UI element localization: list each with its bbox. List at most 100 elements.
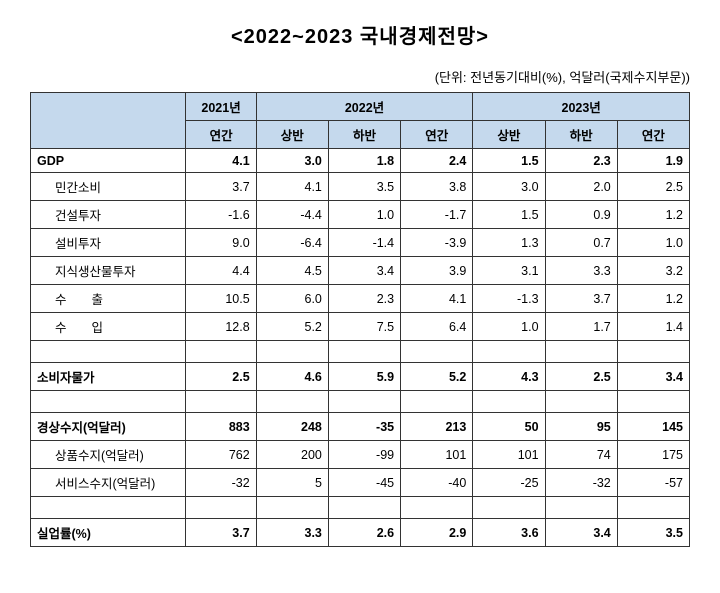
value-cell: 3.4 <box>617 363 689 391</box>
table-row: 건설투자-1.6-4.41.0-1.71.50.91.2 <box>31 201 690 229</box>
empty-cell <box>401 391 473 413</box>
row-label: 경상수지(억달러) <box>31 413 186 441</box>
value-cell: -1.3 <box>473 285 545 313</box>
value-cell: 1.5 <box>473 149 545 173</box>
empty-cell <box>401 497 473 519</box>
value-cell: 3.3 <box>545 257 617 285</box>
value-cell: 4.1 <box>186 149 256 173</box>
value-cell: 145 <box>617 413 689 441</box>
value-cell: 3.5 <box>617 519 689 547</box>
header-2022-annual: 연간 <box>401 121 473 149</box>
value-cell: -57 <box>617 469 689 497</box>
row-label: 소비자물가 <box>31 363 186 391</box>
value-cell: -32 <box>545 469 617 497</box>
header-2023-h2: 하반 <box>545 121 617 149</box>
value-cell: 3.3 <box>256 519 328 547</box>
empty-cell <box>473 341 545 363</box>
forecast-table: 2021년 2022년 2023년 연간 상반 하반 연간 상반 하반 연간 G… <box>30 92 690 547</box>
header-blank <box>31 93 186 149</box>
empty-cell <box>31 341 186 363</box>
row-label: 상품수지(억달러) <box>31 441 186 469</box>
value-cell: 6.0 <box>256 285 328 313</box>
value-cell: 3.5 <box>328 173 400 201</box>
value-cell: 12.8 <box>186 313 256 341</box>
value-cell: 2.3 <box>545 149 617 173</box>
value-cell: -35 <box>328 413 400 441</box>
value-cell: 3.6 <box>473 519 545 547</box>
value-cell: 1.0 <box>473 313 545 341</box>
value-cell: 1.5 <box>473 201 545 229</box>
empty-cell <box>186 497 256 519</box>
empty-cell <box>617 497 689 519</box>
empty-cell <box>401 341 473 363</box>
value-cell: 10.5 <box>186 285 256 313</box>
value-cell: 2.5 <box>186 363 256 391</box>
value-cell: 5.2 <box>256 313 328 341</box>
value-cell: 1.9 <box>617 149 689 173</box>
value-cell: 3.9 <box>401 257 473 285</box>
header-2021: 2021년 <box>186 93 256 121</box>
value-cell: 1.2 <box>617 201 689 229</box>
header-2022-h2: 하반 <box>328 121 400 149</box>
value-cell: 74 <box>545 441 617 469</box>
value-cell: -1.7 <box>401 201 473 229</box>
empty-cell <box>256 341 328 363</box>
header-2022-h1: 상반 <box>256 121 328 149</box>
empty-cell <box>545 391 617 413</box>
value-cell: 1.3 <box>473 229 545 257</box>
value-cell: -99 <box>328 441 400 469</box>
header-2023-annual: 연간 <box>617 121 689 149</box>
header-2023-h1: 상반 <box>473 121 545 149</box>
value-cell: 101 <box>473 441 545 469</box>
table-row: 서비스수지(억달러)-325-45-40-25-32-57 <box>31 469 690 497</box>
row-label: 민간소비 <box>31 173 186 201</box>
value-cell: 4.5 <box>256 257 328 285</box>
unit-note: (단위: 전년동기대비(%), 억달러(국제수지부문)) <box>30 67 690 86</box>
value-cell: 0.7 <box>545 229 617 257</box>
value-cell: 248 <box>256 413 328 441</box>
value-cell: 1.2 <box>617 285 689 313</box>
value-cell: 2.5 <box>545 363 617 391</box>
empty-cell <box>617 341 689 363</box>
value-cell: 4.6 <box>256 363 328 391</box>
value-cell: 2.9 <box>401 519 473 547</box>
header-2021-annual: 연간 <box>186 121 256 149</box>
row-label: 수 입 <box>31 313 186 341</box>
header-2022: 2022년 <box>256 93 473 121</box>
value-cell: 175 <box>617 441 689 469</box>
table-row: 경상수지(억달러)883248-352135095145 <box>31 413 690 441</box>
value-cell: 2.5 <box>617 173 689 201</box>
header-2023: 2023년 <box>473 93 690 121</box>
value-cell: 9.0 <box>186 229 256 257</box>
row-label: 건설투자 <box>31 201 186 229</box>
row-label: 실업률(%) <box>31 519 186 547</box>
value-cell: 0.9 <box>545 201 617 229</box>
value-cell: 3.8 <box>401 173 473 201</box>
value-cell: 3.0 <box>473 173 545 201</box>
empty-cell <box>256 391 328 413</box>
empty-cell <box>328 497 400 519</box>
value-cell: 2.6 <box>328 519 400 547</box>
row-label: GDP <box>31 149 186 173</box>
value-cell: 213 <box>401 413 473 441</box>
empty-cell <box>31 497 186 519</box>
value-cell: 2.4 <box>401 149 473 173</box>
value-cell: 1.8 <box>328 149 400 173</box>
table-row: 소비자물가2.54.65.95.24.32.53.4 <box>31 363 690 391</box>
table-row <box>31 391 690 413</box>
value-cell: 3.2 <box>617 257 689 285</box>
value-cell: 6.4 <box>401 313 473 341</box>
value-cell: 2.3 <box>328 285 400 313</box>
value-cell: 3.4 <box>328 257 400 285</box>
row-label: 설비투자 <box>31 229 186 257</box>
table-row: 수 입12.85.27.56.41.01.71.4 <box>31 313 690 341</box>
table-row: 지식생산물투자4.44.53.43.93.13.33.2 <box>31 257 690 285</box>
value-cell: 7.5 <box>328 313 400 341</box>
table-row: GDP4.13.01.82.41.52.31.9 <box>31 149 690 173</box>
value-cell: -32 <box>186 469 256 497</box>
value-cell: 1.0 <box>328 201 400 229</box>
value-cell: 5.9 <box>328 363 400 391</box>
table-row: 설비투자9.0-6.4-1.4-3.91.30.71.0 <box>31 229 690 257</box>
value-cell: 1.4 <box>617 313 689 341</box>
value-cell: -4.4 <box>256 201 328 229</box>
